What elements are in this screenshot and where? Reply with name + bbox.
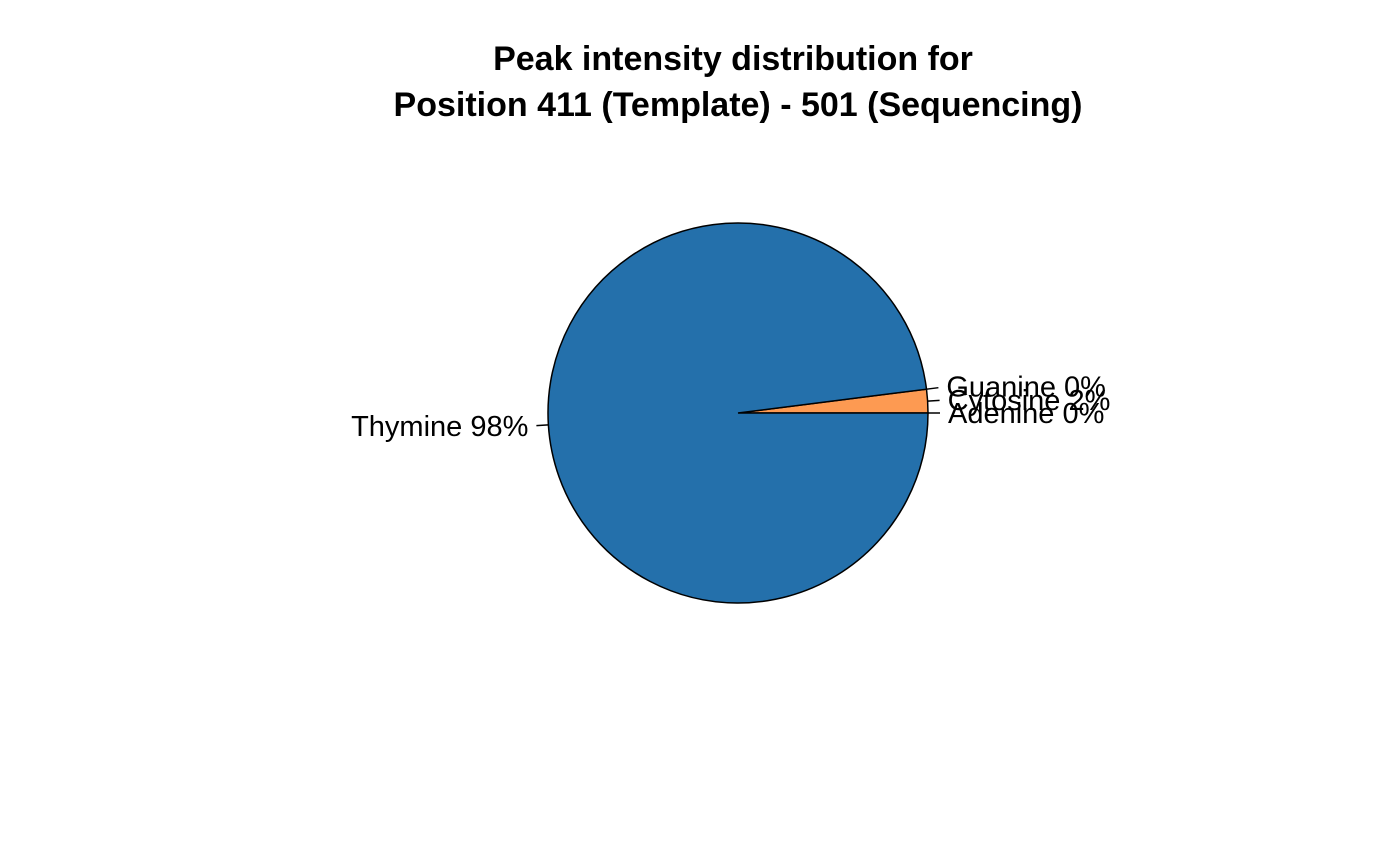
chart-title-line-1: Peak intensity distribution for	[493, 40, 973, 78]
pie-slices	[547, 222, 929, 604]
pie-slice-thymine	[547, 222, 929, 604]
pie-label-cytosine: Cytosine 2%	[948, 385, 1111, 417]
pie-label-adenine: Adenine 0%	[948, 398, 1104, 430]
pie-leader-thymine	[536, 424, 549, 427]
chart-title-line-2: Position 411 (Template) - 501 (Sequencin…	[394, 86, 1083, 124]
pie-label-thymine: Thymine 98%	[351, 411, 528, 443]
pie-leader-guanine	[926, 386, 939, 390]
pie-labels: Adenine 0%Cytosine 2%Guanine 0% Thymine 9…	[351, 372, 1110, 444]
pie-label-guanine: Guanine 0%	[946, 372, 1106, 404]
pie-leader-cytosine	[927, 399, 940, 402]
